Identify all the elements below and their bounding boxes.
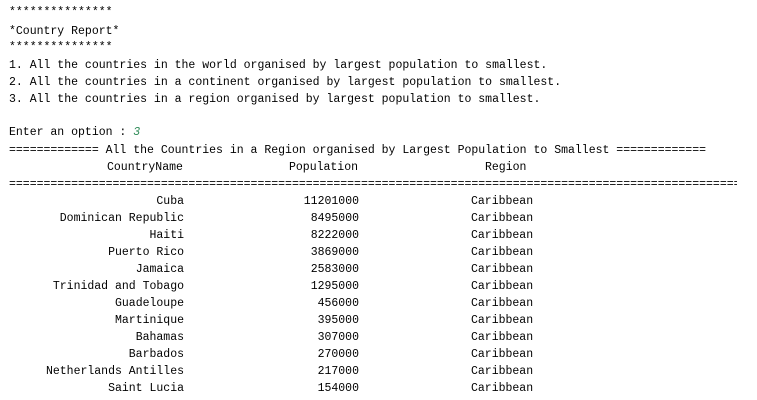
population-cell: 8495000 [310, 212, 359, 225]
menu-option-3: 3. All the countries in a region organis… [9, 93, 541, 106]
region-cell: Caribbean [471, 280, 534, 293]
country-name-cell: Martinique [114, 314, 184, 327]
population-cell: 217000 [317, 365, 359, 378]
population-cell: 154000 [317, 382, 359, 395]
option-prompt: Enter an option : 3 [9, 124, 140, 141]
country-name-cell: Dominican Republic [59, 212, 184, 225]
population-cell: 1295000 [310, 280, 359, 293]
table-row: Cuba 11201000 Caribbean [0, 193, 757, 210]
column-header-row: CountryName Population Region [0, 159, 757, 176]
table-row: Guadeloupe 456000 Caribbean [0, 295, 757, 312]
region-cell: Caribbean [471, 229, 534, 242]
banner-top-stars: *************** [9, 6, 113, 19]
country-name-cell: Haiti [149, 229, 184, 242]
table-row: Netherlands Antilles 217000 Caribbean [0, 363, 757, 380]
population-cell: 270000 [317, 348, 359, 361]
banner-bottom-stars: *************** [9, 41, 113, 54]
region-cell: Caribbean [471, 314, 534, 327]
report-title: *Country Report* [9, 25, 120, 38]
option-input-value[interactable]: 3 [133, 126, 141, 139]
population-cell: 8222000 [310, 229, 359, 242]
table-row: Puerto Rico 3869000 Caribbean [0, 244, 757, 261]
country-name-cell: Cuba [156, 195, 184, 208]
population-cell: 395000 [317, 314, 359, 327]
column-header-country-name: CountryName [107, 161, 183, 174]
region-cell: Caribbean [471, 331, 534, 344]
region-cell: Caribbean [471, 246, 534, 259]
region-cell: Caribbean [471, 195, 534, 208]
report-heading: ============= All the Countries in a Reg… [9, 144, 707, 157]
table-row: Martinique 395000 Caribbean [0, 312, 757, 329]
country-name-cell: Trinidad and Tobago [52, 280, 184, 293]
table-row: Dominican Republic 8495000 Caribbean [0, 210, 757, 227]
option-prompt-label: Enter an option : [9, 126, 134, 139]
table-row: Bahamas 307000 Caribbean [0, 329, 757, 346]
menu-option-2: 2. All the countries in a continent orga… [9, 76, 562, 89]
table-row: Barbados 270000 Caribbean [0, 346, 757, 363]
population-cell: 307000 [317, 331, 359, 344]
country-name-cell: Puerto Rico [108, 246, 184, 259]
table-row: Trinidad and Tobago 1295000 Caribbean [0, 278, 757, 295]
country-name-cell: Bahamas [135, 331, 184, 344]
region-cell: Caribbean [471, 212, 534, 225]
region-cell: Caribbean [471, 297, 534, 310]
column-header-population: Population [289, 161, 359, 174]
region-cell: Caribbean [471, 382, 534, 395]
country-name-cell: Jamaica [135, 263, 184, 276]
header-separator: ========================================… [9, 178, 737, 191]
menu-option-1: 1. All the countries in the world organi… [9, 59, 548, 72]
table-row: Haiti 8222000 Caribbean [0, 227, 757, 244]
population-cell: 456000 [317, 297, 359, 310]
column-header-region: Region [485, 161, 527, 174]
region-cell: Caribbean [471, 348, 534, 361]
table-row: Saint Lucia 154000 Caribbean [0, 380, 757, 397]
region-cell: Caribbean [471, 365, 534, 378]
region-cell: Caribbean [471, 263, 534, 276]
country-name-cell: Saint Lucia [108, 382, 184, 395]
country-name-cell: Netherlands Antilles [45, 365, 184, 378]
population-cell: 2583000 [310, 263, 359, 276]
table-row: Jamaica 2583000 Caribbean [0, 261, 757, 278]
population-cell: 11201000 [303, 195, 359, 208]
country-name-cell: Guadeloupe [114, 297, 184, 310]
population-cell: 3869000 [310, 246, 359, 259]
country-name-cell: Barbados [128, 348, 184, 361]
